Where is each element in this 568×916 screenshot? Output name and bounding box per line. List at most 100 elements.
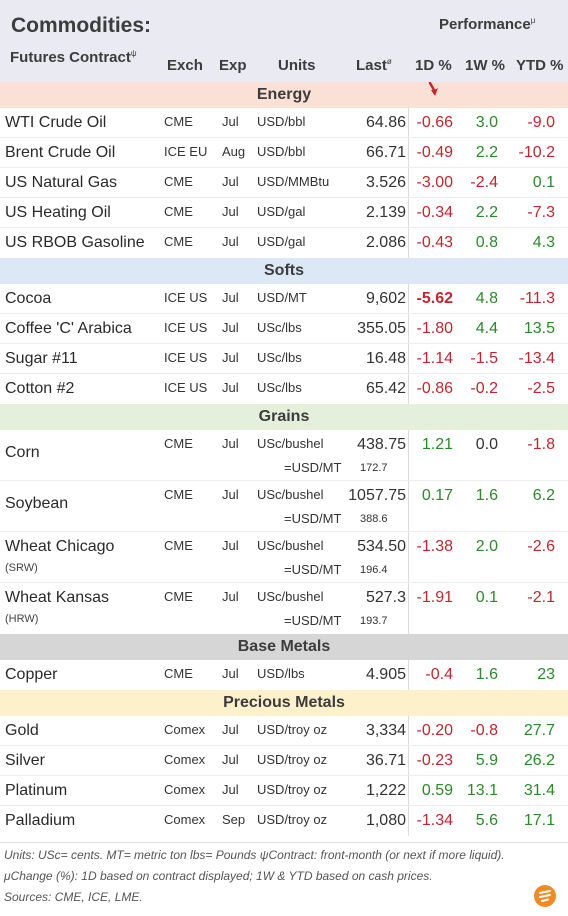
last-price-cell: 16.48	[365, 350, 406, 367]
units-cell: USD/troy oz	[257, 752, 328, 767]
last-price-cell: 1,222	[365, 782, 406, 799]
change-ytd-cell: 17.1	[523, 812, 555, 829]
change-1d-cell: -1.80	[416, 320, 453, 337]
col-1d: 1D %	[415, 57, 452, 74]
section-header-grains: Grains	[0, 404, 568, 430]
table-row: US RBOB Gasoline CME Jul USD/gal 2.086 -0.43 0…	[0, 228, 568, 258]
column-divider	[408, 660, 409, 690]
units-cell: USD/gal	[257, 204, 306, 219]
change-ytd-cell: -9.0	[527, 114, 555, 131]
change-ytd-cell: -2.6	[527, 538, 555, 555]
col-exp: Exp	[219, 57, 247, 74]
commodity-name: Silver	[5, 752, 46, 769]
change-ytd-cell: 27.7	[523, 722, 555, 739]
table-header: Commodities: Futures Contractψ Performan…	[0, 0, 568, 82]
table-row: Cotton #2 ICE US Jul USc/lbs 65.42 -0.86 -0.2 -…	[0, 374, 568, 404]
column-divider	[408, 314, 409, 343]
converted-units-label: =USD/MT	[284, 562, 342, 577]
table-row: US Natural Gas CME Jul USD/MMBtu 3.526 -3.00-…	[0, 168, 568, 198]
change-1d-cell: -0.20	[416, 722, 453, 739]
change-1w-cell: 2.2	[475, 204, 498, 221]
change-ytd-cell: -7.3	[527, 204, 555, 221]
column-divider	[408, 746, 409, 775]
column-divider	[408, 776, 409, 805]
table-subtitle: Futures Contractψ	[10, 49, 137, 66]
change-1w-cell: 0.8	[475, 234, 498, 251]
column-divider	[408, 344, 409, 373]
column-divider	[408, 284, 409, 313]
commodity-grade: (SRW)	[5, 562, 38, 574]
commodity-name: Platinum	[5, 782, 68, 799]
table-row: Palladium Comex Sep USD/troy oz 1,080 -1.34 5.…	[0, 806, 568, 836]
last-price-cell: 4.905	[365, 666, 406, 683]
last-price-cell: 64.86	[365, 114, 406, 131]
change-1w-cell: 2.2	[475, 144, 498, 161]
units-cell: USc/lbs	[257, 350, 302, 365]
expiry-cell: Jul	[222, 589, 239, 604]
expiry-cell: Jul	[222, 538, 239, 553]
change-ytd-cell: 31.4	[523, 782, 555, 799]
exchange-cell: ICE US	[164, 290, 208, 305]
units-cell: USD/gal	[257, 234, 306, 249]
converted-price: 196.4	[360, 564, 388, 576]
change-1w-cell: 2.0	[475, 538, 498, 555]
last-price-cell: 438.75	[357, 436, 406, 453]
table-row: Copper CME Jul USD/lbs 4.905 -0.4 1.6 23	[0, 660, 568, 690]
last-price-cell: 355.05	[357, 320, 406, 337]
commodity-name: Gold	[5, 722, 39, 739]
change-1d-cell: -5.62	[416, 290, 453, 307]
column-divider	[408, 806, 409, 836]
change-ytd-cell: 4.3	[532, 234, 555, 251]
expiry-cell: Jul	[222, 114, 239, 129]
change-1w-cell: 1.6	[475, 487, 498, 504]
last-price-cell: 36.71	[365, 752, 406, 769]
footnote-change: μChange (%): 1D based on contract displa…	[4, 869, 433, 883]
change-ytd-cell: -10.2	[518, 144, 555, 161]
change-1w-cell: 4.4	[475, 320, 498, 337]
change-1w-cell: 0.1	[475, 589, 498, 606]
expiry-cell: Jul	[222, 487, 239, 502]
change-ytd-cell: 23	[537, 666, 555, 683]
expiry-cell: Jul	[222, 666, 239, 681]
units-cell: USD/bbl	[257, 144, 306, 159]
column-divider	[408, 228, 409, 258]
change-ytd-cell: -2.5	[527, 380, 555, 397]
units-cell: USD/bbl	[257, 114, 306, 129]
col-units: Units	[278, 57, 316, 74]
table-row: Soybean CME Jul USc/bushel 1057.75 =USD/MT 388…	[0, 481, 568, 532]
change-1d-cell: -0.34	[416, 204, 453, 221]
change-1w-cell: 3.0	[475, 114, 498, 131]
change-1d-cell: -0.86	[416, 380, 453, 397]
change-1d-cell: -1.14	[416, 350, 453, 367]
converted-price: 193.7	[360, 615, 388, 627]
logo-icon	[534, 885, 556, 907]
col-last: Lastø	[356, 57, 392, 74]
performance-header: Performanceμ	[439, 16, 536, 33]
units-cell: USc/bushel	[257, 589, 324, 604]
exchange-cell: CME	[164, 114, 193, 129]
commodity-name: Wheat Kansas	[5, 589, 110, 606]
change-1w-cell: -0.8	[470, 722, 498, 739]
change-1w-cell: -2.4	[470, 174, 498, 191]
units-cell: USD/lbs	[257, 666, 305, 681]
units-cell: USD/MT	[257, 290, 307, 305]
change-1d-cell: -1.91	[416, 589, 453, 606]
table-row: Sugar #11 ICE US Jul USc/lbs 16.48 -1.14 -1.5 -…	[0, 344, 568, 374]
exchange-cell: CME	[164, 666, 193, 681]
last-price-cell: 3.526	[365, 174, 406, 191]
footnotes: Units: USc= cents. MT= metric ton lbs= P…	[0, 842, 568, 916]
exchange-cell: Comex	[164, 722, 206, 737]
change-1d-cell: -0.43	[416, 234, 453, 251]
change-1w-cell: 5.6	[475, 812, 498, 829]
commodity-name: Sugar #11	[5, 350, 78, 367]
change-1d-cell: 1.21	[421, 436, 453, 453]
converted-price: 388.6	[360, 513, 388, 525]
expiry-cell: Jul	[222, 782, 239, 797]
change-1w-cell: 0.0	[475, 436, 498, 453]
commodity-name: US Heating Oil	[5, 204, 111, 221]
converted-units-label: =USD/MT	[284, 613, 342, 628]
section-header-precious: Precious Metals	[0, 690, 568, 716]
commodity-grade: (HRW)	[5, 613, 39, 625]
column-divider	[408, 583, 409, 634]
commodity-name: Palladium	[5, 812, 76, 829]
